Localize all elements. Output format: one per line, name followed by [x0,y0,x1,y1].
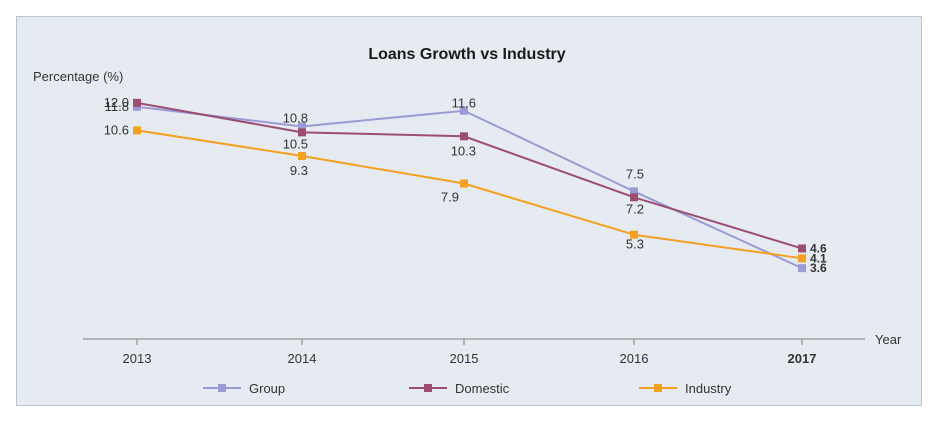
x-tick-label-2017: 2017 [788,351,817,366]
data-label-industry-2015: 7.9 [441,190,459,205]
chart-panel: Loans Growth vs Industry Percentage (%) … [16,16,922,406]
data-label-domestic-2015: 10.3 [451,143,476,158]
legend-item-group: Group [203,381,285,396]
point-group-2017 [798,264,806,273]
data-label-industry-2017: 4.1 [810,251,827,265]
legend-swatch-marker-group [218,384,226,392]
data-label-group-2014: 10.8 [283,110,308,125]
x-tick-label-2016: 2016 [620,351,649,366]
y-axis-label: Percentage (%) [33,69,123,84]
data-label-group-2016: 7.5 [626,166,644,181]
point-industry-2016 [630,230,638,239]
legend-item-domestic: Domestic [409,381,510,396]
legend-label-domestic: Domestic [455,381,510,396]
x-tick-label-2013: 2013 [123,351,152,366]
x-tick-label-2015: 2015 [450,351,479,366]
point-group-2015 [460,106,468,115]
point-industry-2015 [460,179,468,188]
series-line-domestic [136,101,803,250]
data-label-industry-2016: 5.3 [626,237,644,252]
legend-label-industry: Industry [685,381,732,396]
data-label-group-2013: 11.8 [105,99,129,114]
legend-label-group: Group [249,381,285,396]
point-domestic-2016 [630,193,638,202]
data-label-domestic-2013: 12.0 [104,95,129,110]
point-domestic-2017 [798,244,806,253]
point-domestic-2014 [298,128,306,137]
data-label-domestic-2017: 4.6 [810,241,827,255]
point-industry-2013 [133,126,141,135]
x-tick-label-2014: 2014 [288,351,317,366]
data-label-group-2015: 11.6 [452,96,476,111]
point-industry-2017 [798,254,806,263]
data-label-industry-2014: 9.3 [290,163,308,178]
point-domestic-2013 [133,98,141,107]
point-group-2016 [630,187,638,196]
point-industry-2014 [298,151,306,160]
point-group-2014 [298,122,306,131]
legend-swatch-marker-industry [654,384,662,392]
x-axis-label: Year [875,332,902,347]
point-domestic-2015 [460,132,468,141]
data-label-domestic-2014: 10.5 [283,136,308,151]
data-label-domestic-2016: 7.2 [626,201,644,216]
chart-title: Loans Growth vs Industry [368,46,565,63]
legend-item-industry: Industry [639,381,732,396]
data-label-group-2017: 3.6 [810,261,827,275]
legend-swatch-marker-domestic [424,384,432,392]
data-label-industry-2013: 10.6 [104,122,129,137]
line-chart: Loans Growth vs Industry Percentage (%) … [33,46,902,396]
